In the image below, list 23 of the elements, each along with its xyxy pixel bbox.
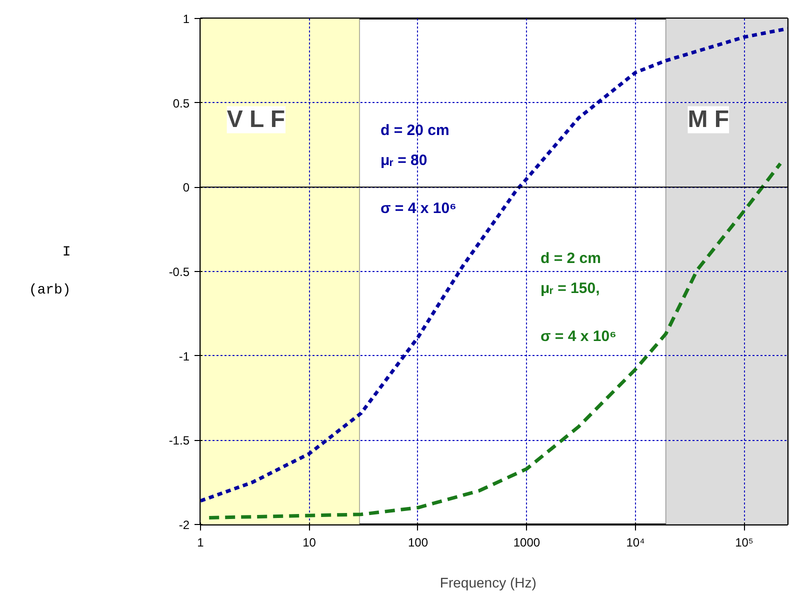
x-tick-label: 10⁵	[735, 536, 754, 550]
annotation: d = 2 cm	[540, 250, 601, 267]
annotation: d = 20 cm	[380, 122, 450, 139]
x-tick-label: 10	[302, 536, 316, 550]
y-tick-label: -1.5	[168, 434, 190, 448]
y-tick-label: 1	[182, 12, 190, 26]
y-tick-label: -0.5	[168, 265, 190, 279]
x-tick-label: 10⁴	[626, 536, 645, 550]
x-axis-title: Frequency (Hz)	[440, 574, 536, 590]
y-tick-label: 0	[182, 180, 190, 195]
annotation: μᵣ = 150,	[540, 280, 600, 297]
y-tick-label: -2	[178, 518, 190, 532]
text: I (arb)	[28, 244, 71, 299]
annotation: μᵣ = 80	[380, 152, 428, 169]
y-tick-label: -1	[178, 349, 190, 364]
annotation: σ = 4 x 10⁶	[380, 200, 456, 217]
band-label: M F	[688, 106, 730, 134]
x-tick-label: 1000	[513, 536, 540, 550]
band-label: V L F	[226, 106, 286, 134]
x-tick-label: 1	[197, 536, 204, 550]
y-tick-label: 0.5	[172, 96, 190, 110]
annotation: σ = 4 x 10⁶	[540, 328, 616, 345]
x-tick-label: 100	[408, 536, 428, 550]
